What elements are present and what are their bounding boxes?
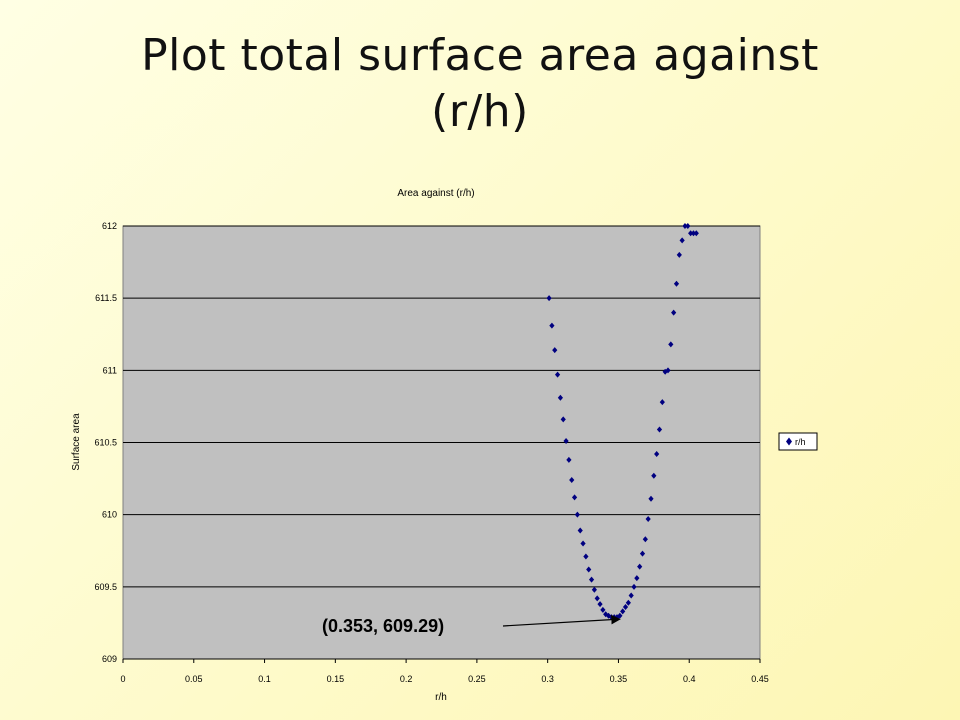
data-point <box>557 394 564 401</box>
data-point <box>552 347 558 354</box>
data-point <box>679 237 685 244</box>
annotation-label: (0.353, 609.29) <box>322 616 444 636</box>
y-tick-label: 609.5 <box>94 582 117 592</box>
data-point <box>622 604 629 611</box>
x-tick-label: 0.3 <box>541 674 554 684</box>
data-point <box>566 456 572 463</box>
legend-box <box>778 432 818 451</box>
y-tick-labels: 609 609.5 610 610.5 611 611.5 612 <box>94 221 117 664</box>
data-point <box>634 575 640 582</box>
data-point <box>591 586 597 593</box>
data-point <box>659 399 665 406</box>
data-point <box>648 495 654 502</box>
legend-entry: r/h <box>795 437 806 447</box>
data-point <box>588 576 595 583</box>
gridlines <box>123 225 760 660</box>
legend-marker <box>786 437 792 446</box>
chart-title: Area against (r/h) <box>397 188 474 199</box>
data-point <box>642 536 648 543</box>
data-point <box>594 595 600 602</box>
data-point <box>625 599 631 606</box>
data-point <box>569 477 575 484</box>
data-point <box>583 553 589 560</box>
x-tick-label: 0 <box>120 674 125 684</box>
x-axis-label: r/h <box>435 692 447 703</box>
y-tick-label: 609 <box>102 654 117 664</box>
data-point <box>546 295 552 302</box>
y-tick-label: 611 <box>103 365 117 375</box>
slide-title: Plot total surface area against (r/h) <box>141 30 819 137</box>
data-point <box>676 251 682 258</box>
data-point <box>560 416 566 423</box>
x-tick-label: 0.2 <box>400 674 413 684</box>
data-point <box>693 230 699 237</box>
data-point <box>651 472 657 479</box>
x-tick-label: 0.15 <box>327 674 345 684</box>
data-point <box>690 230 697 237</box>
x-tick-label: 0.05 <box>185 674 203 684</box>
y-tick-label: 612 <box>102 221 117 231</box>
x-tick-label: 0.1 <box>258 674 271 684</box>
data-point <box>685 223 691 229</box>
x-tick-label: 0.45 <box>751 674 769 684</box>
data-point <box>654 451 660 458</box>
data-point <box>571 494 578 501</box>
data-point <box>631 583 637 590</box>
data-point <box>628 592 634 599</box>
data-point <box>577 527 583 534</box>
x-tick-labels: 0 0.05 0.1 0.15 0.2 0.25 0.3 0.35 0.4 0.45 <box>120 659 769 684</box>
x-tick-label: 0.25 <box>468 674 486 684</box>
data-point <box>645 515 651 522</box>
data-point <box>671 309 677 316</box>
data-point <box>639 550 646 557</box>
data-point <box>637 563 643 570</box>
data-point <box>580 540 586 547</box>
annotation-arrow <box>502 614 621 627</box>
data-point <box>574 511 580 518</box>
data-point <box>549 322 555 329</box>
y-tick-label: 610 <box>102 510 117 520</box>
data-point <box>668 341 674 348</box>
data-point <box>673 280 680 287</box>
y-tick-label: 610.5 <box>94 438 117 448</box>
data-point <box>665 367 671 374</box>
x-tick-label: 0.4 <box>683 674 696 684</box>
data-point <box>656 426 663 433</box>
data-point <box>586 566 592 573</box>
data-point <box>620 608 626 615</box>
y-tick-label: 611.5 <box>95 293 117 303</box>
data-point <box>563 438 569 445</box>
legend: r/h <box>778 432 818 451</box>
data-point <box>554 371 561 378</box>
data-points <box>546 223 699 621</box>
y-axis-label: Surface area <box>71 413 82 471</box>
data-point <box>597 601 603 608</box>
data-point <box>600 606 606 613</box>
data-point <box>688 230 694 237</box>
x-tick-label: 0.35 <box>610 674 628 684</box>
data-point <box>682 223 688 229</box>
